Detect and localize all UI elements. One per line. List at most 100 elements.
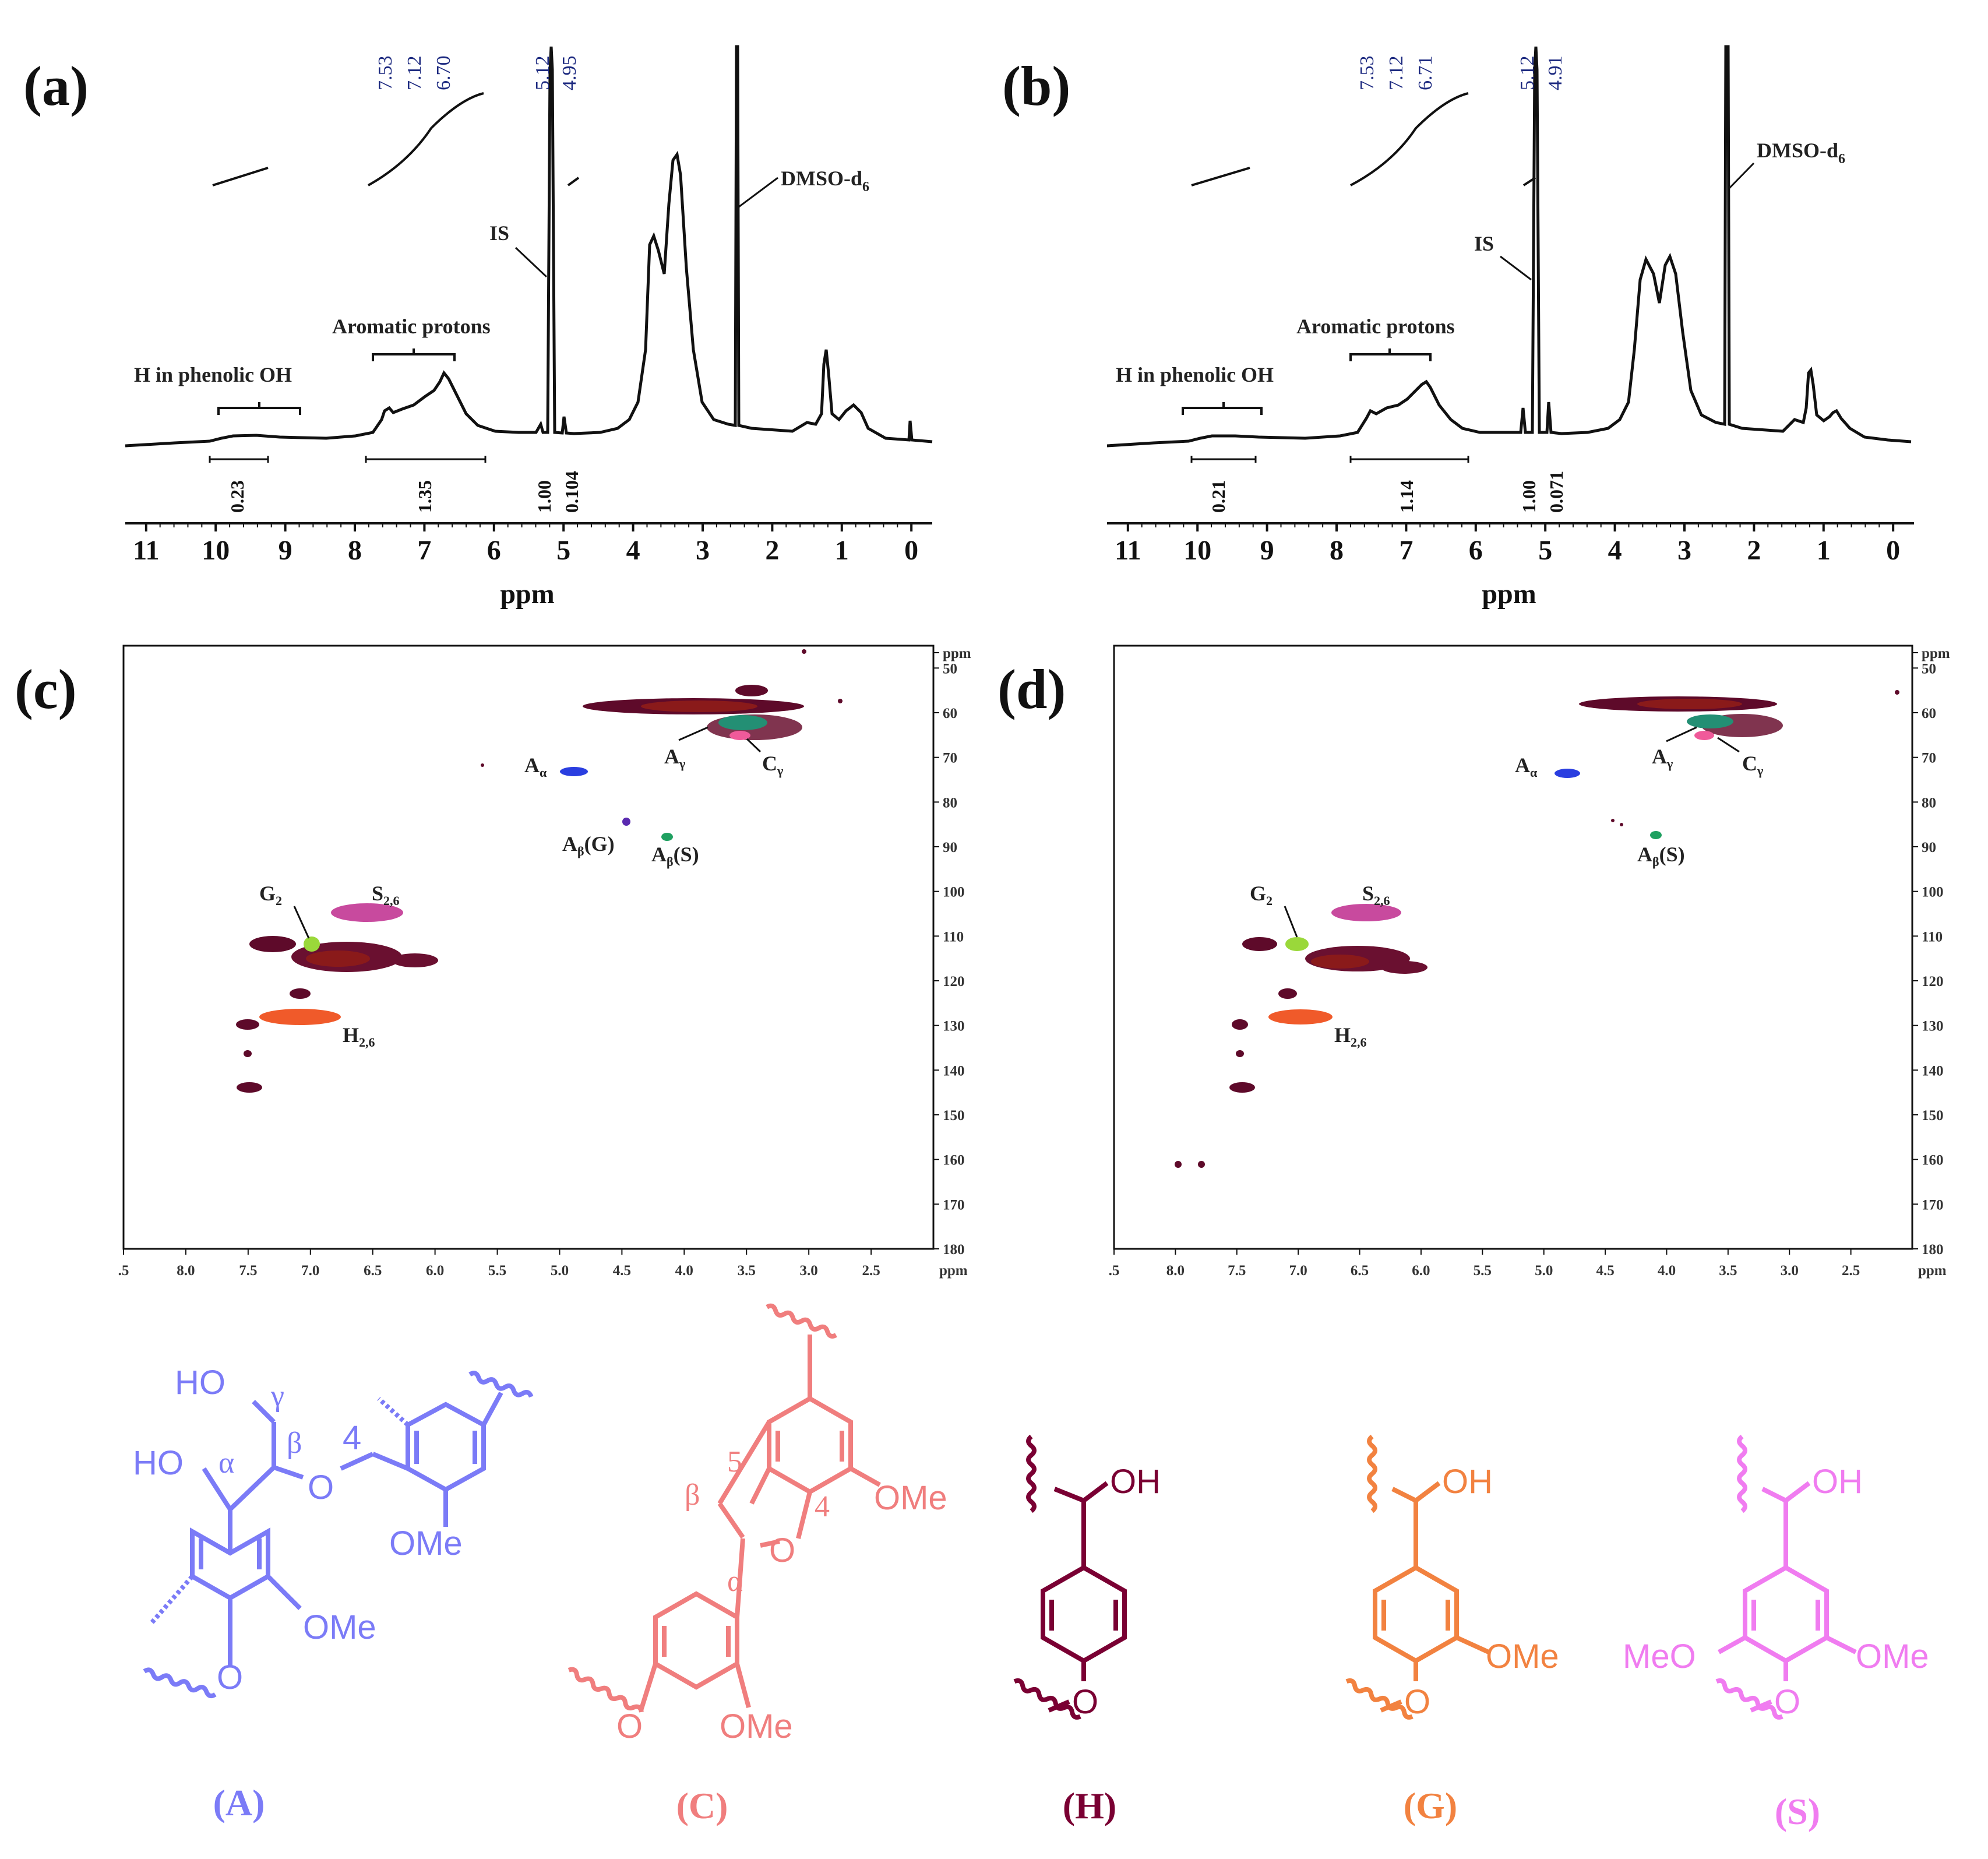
x-tick-label: 6.5	[1351, 1263, 1369, 1279]
hsqc-plot-c	[236, 649, 843, 1093]
y-tick-label: 180	[1922, 1242, 1944, 1258]
x-tick-label: 7.0	[1289, 1263, 1307, 1279]
label-h26: H2,6	[343, 1023, 375, 1050]
cross-peak-c-gamma	[729, 731, 750, 740]
cross-peak-a-alpha	[560, 767, 588, 776]
x-tick-label: 6.0	[426, 1263, 444, 1279]
struct-text: O	[1774, 1683, 1800, 1721]
y-tick-label: 110	[943, 929, 964, 945]
cross-peak-a-beta-s	[1650, 831, 1662, 839]
cross-peak	[1278, 988, 1297, 999]
bracket	[217, 402, 301, 415]
structure-S-text: OH MeO OMe O (S)	[1623, 1463, 1929, 1832]
panel-b: (b) 7.53 7.12 6.71 5.12 4.91 H in phenol…	[1002, 45, 1914, 610]
hsqc-x-ticks: .5 8.0 7.5 7.0 6.5 6.0 5.5 5.0 4.5 4.0 3.5 3.0 2.5 pp…	[1109, 1249, 1947, 1279]
struct-text: OMe	[1486, 1638, 1559, 1675]
x-tick-label: 5.0	[1535, 1263, 1553, 1279]
y-tick-label: 90	[1922, 840, 1936, 855]
structure-label-S: (S)	[1775, 1791, 1820, 1832]
y-tick-label: 80	[1922, 795, 1936, 811]
leader-line	[1666, 726, 1697, 742]
panel-a-label: (a)	[23, 55, 89, 117]
x-tick-label: ppm	[939, 1263, 968, 1279]
cross-peak-methoxy-core	[1637, 699, 1742, 709]
y-tick-label: 50	[943, 661, 957, 677]
bracket	[1349, 348, 1432, 361]
peak-label: 5.12	[532, 56, 554, 91]
nmr-spectrum-a	[125, 45, 933, 448]
peak-label: 5.12	[1517, 56, 1538, 91]
x-tick-label: 4.0	[1658, 1263, 1676, 1279]
panel-a: (a) 7.53 7.12 6.70 5.12 4.95 H in phenol…	[23, 45, 933, 610]
y-tick-label: 90	[943, 840, 957, 855]
structure-H	[1013, 1434, 1127, 1720]
integral-curve	[1191, 167, 1250, 186]
structure-G-text: OH OMe O (G)	[1404, 1463, 1559, 1826]
integrals-b: 0.21 1.14 1.00 0.071	[1190, 456, 1567, 513]
cross-peak-h26	[1268, 1009, 1333, 1024]
x-tick-label: 3.0	[1781, 1263, 1799, 1279]
ring	[1743, 1565, 1829, 1664]
annotation-dmso: DMSO-d6	[1757, 139, 1845, 167]
peak-label: 6.70	[433, 56, 454, 91]
x-tick-label: .5	[1109, 1263, 1120, 1279]
annotation-aromatic-protons: Aromatic protons	[332, 315, 491, 338]
label-s26: S2,6	[1362, 882, 1390, 908]
cross-peak	[802, 649, 806, 654]
y-tick-label: 110	[1922, 929, 1943, 945]
label-g2: G2	[259, 882, 282, 908]
x-tick-label: 6.5	[364, 1263, 382, 1279]
structure-A	[143, 1371, 534, 1699]
y-tick-label: 130	[943, 1019, 965, 1034]
hsqc-labels-c: Aα Aγ Cγ Aβ(G) Aβ(S) G2 S2,6 H2,6	[259, 726, 783, 1050]
struct-text: OH	[1812, 1463, 1863, 1501]
label-h26: H2,6	[1334, 1023, 1367, 1050]
integral-value: 0.23	[227, 480, 248, 513]
annotation-dmso: DMSO-d6	[781, 167, 869, 195]
cross-peak	[236, 1019, 259, 1030]
integral-curve	[567, 177, 580, 186]
x-tick-label: 10	[202, 535, 230, 566]
leader-line	[293, 906, 310, 939]
x-axis-ticks: 11 10 9 8 7 6 5 4 3 2 1 0	[1115, 523, 1900, 566]
structure-A-text: HO γ HO α β 4 O OMe OMe O (A)	[133, 1364, 463, 1823]
y-tick-label: 150	[943, 1108, 965, 1124]
x-tick-label: 6	[487, 535, 501, 566]
y-tick-label: 70	[1922, 751, 1936, 766]
y-tick-label: 130	[1922, 1019, 1944, 1034]
structure-label-H: (H)	[1063, 1785, 1116, 1826]
panel-d-label: (d)	[997, 658, 1066, 720]
x-tick-label: 2	[1747, 535, 1761, 566]
struct-text: HO	[175, 1364, 225, 1402]
y-tick-label: 120	[1922, 974, 1944, 990]
cross-peak-s26	[1331, 904, 1401, 921]
cross-peak-g2	[304, 936, 320, 952]
annotation-phenolic-oh: H in phenolic OH	[134, 363, 292, 386]
x-tick-label: 3	[1677, 535, 1691, 566]
peak-label: 7.12	[1386, 56, 1407, 91]
annotation-is: IS	[489, 221, 509, 245]
label-g2: G2	[1250, 882, 1273, 908]
struct-text: 4	[815, 1490, 830, 1523]
hsqc-plot-d	[1175, 690, 1899, 1168]
x-tick-label: 5	[1538, 535, 1552, 566]
leader-line	[738, 177, 778, 208]
y-tick-label: 70	[943, 751, 957, 766]
x-tick-label: 7	[1399, 535, 1413, 566]
x-tick-label: 6	[1469, 535, 1483, 566]
label-a-gamma: Aγ	[1652, 745, 1673, 771]
hsqc-frame	[1113, 645, 1913, 1250]
cross-peak-a-alpha	[1555, 769, 1580, 778]
struct-text: γ	[270, 1379, 284, 1413]
annotation-is: IS	[1474, 232, 1494, 255]
x-tick-label: 4.0	[675, 1263, 693, 1279]
x-tick-label: 1	[1817, 535, 1831, 566]
cross-peak	[1611, 819, 1615, 822]
x-tick-label: 8	[1330, 535, 1344, 566]
panel-d: (d) Aα	[997, 645, 1950, 1279]
x-tick-label: 5	[556, 535, 570, 566]
x-tick-label: 11	[1115, 535, 1141, 566]
annotation-aromatic-protons: Aromatic protons	[1296, 315, 1455, 338]
struct-text: OMe	[874, 1479, 947, 1517]
label-s26: S2,6	[372, 882, 400, 908]
